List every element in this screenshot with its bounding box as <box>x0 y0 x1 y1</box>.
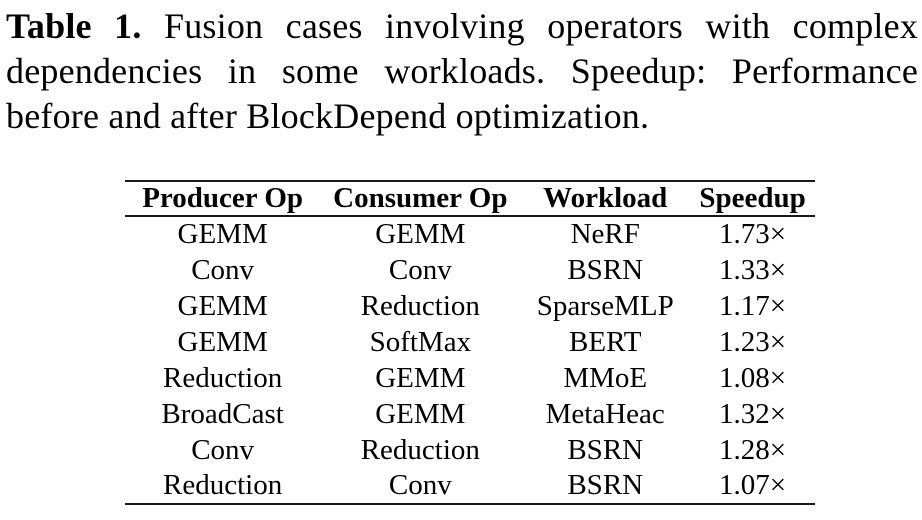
col-header-consumer-op: Consumer Op <box>333 182 508 214</box>
cell-speedup: 1.32× <box>718 397 787 430</box>
table-row: Conv Conv BSRN 1.33× <box>125 252 815 288</box>
cell-consumer-op: SoftMax <box>369 325 472 358</box>
cell-workload: BERT <box>569 325 642 358</box>
cell-speedup: 1.73× <box>718 218 787 250</box>
cell-workload: MMoE <box>563 361 648 394</box>
table-row: BroadCast GEMM MetaHeac 1.32× <box>125 396 815 432</box>
cell-producer-op: Reduction <box>163 469 283 501</box>
cell-workload: SparseMLP <box>536 289 674 322</box>
cell-speedup: 1.28× <box>718 433 787 466</box>
cell-speedup: 1.07× <box>718 469 787 501</box>
cell-workload: MetaHeac <box>545 397 665 430</box>
col-header-producer-op: Producer Op <box>142 182 304 214</box>
caption-line-1-text: Fusion cases involving operators with co… <box>163 6 919 46</box>
cell-workload: BSRN <box>567 433 644 466</box>
col-header-workload: Workload <box>543 182 668 214</box>
table-row: Reduction Conv BSRN 1.07× <box>125 468 815 504</box>
cell-consumer-op: GEMM <box>375 397 466 430</box>
cell-consumer-op: Reduction <box>360 433 480 466</box>
caption-line-2: dependencies in some workloads. Speedup:… <box>6 51 918 91</box>
table-caption: Table 1. Fusion cases involving operator… <box>6 4 918 139</box>
col-header-speedup: Speedup <box>699 182 806 214</box>
cell-producer-op: GEMM <box>177 289 268 322</box>
cell-workload: BSRN <box>567 253 644 286</box>
cell-speedup: 1.33× <box>718 253 787 286</box>
cell-speedup: 1.17× <box>718 289 787 322</box>
table-row: GEMM Reduction SparseMLP 1.17× <box>125 288 815 324</box>
cell-speedup: 1.23× <box>718 325 787 358</box>
cell-producer-op: Conv <box>191 433 255 466</box>
cell-workload: BSRN <box>567 469 644 501</box>
cell-producer-op: Conv <box>191 253 255 286</box>
table-row: GEMM SoftMax BERT 1.23× <box>125 324 815 360</box>
cell-consumer-op: Conv <box>388 469 452 501</box>
table-row: Conv Reduction BSRN 1.28× <box>125 432 815 468</box>
table-header-row: Producer Op Consumer Op Workload Speedup <box>125 181 815 216</box>
table-row: Reduction GEMM MMoE 1.08× <box>125 360 815 396</box>
caption-table-number: Table 1. <box>6 6 142 46</box>
cell-consumer-op: GEMM <box>375 218 466 250</box>
cell-producer-op: Reduction <box>163 361 283 394</box>
caption-line-3: before and after BlockDepend optimizatio… <box>6 96 650 136</box>
caption-line-1: Table 1. Fusion cases involving operator… <box>6 4 918 49</box>
cell-speedup: 1.08× <box>718 361 787 394</box>
table-row: GEMM GEMM NeRF 1.73× <box>125 216 815 252</box>
fusion-cases-table: Producer Op Consumer Op Workload Speedup… <box>125 180 815 505</box>
cell-workload: NeRF <box>570 218 640 250</box>
cell-producer-op: GEMM <box>177 218 268 250</box>
cell-producer-op: BroadCast <box>161 397 284 430</box>
cell-consumer-op: GEMM <box>375 361 466 394</box>
cell-producer-op: GEMM <box>177 325 268 358</box>
cell-consumer-op: Reduction <box>360 289 480 322</box>
cell-consumer-op: Conv <box>388 253 452 286</box>
